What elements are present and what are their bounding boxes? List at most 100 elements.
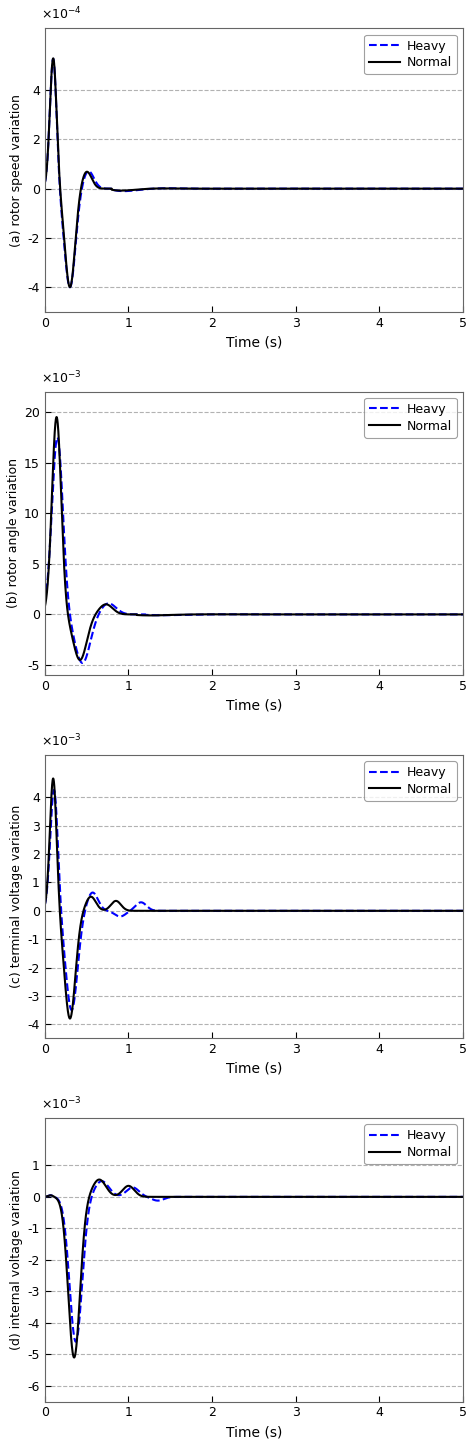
Heavy	[354, 1189, 360, 1206]
Text: $\times\mathregular{10^{-4}}$: $\times\mathregular{10^{-4}}$	[41, 6, 82, 23]
Normal	[293, 1189, 299, 1206]
Heavy	[460, 1189, 466, 1206]
Heavy	[202, 902, 208, 920]
Heavy	[202, 179, 208, 197]
Heavy	[118, 1186, 124, 1203]
Heavy	[314, 606, 320, 623]
Line: Normal: Normal	[45, 416, 463, 659]
Heavy	[42, 174, 48, 191]
Heavy	[460, 902, 466, 920]
Normal	[386, 1189, 392, 1206]
Normal	[71, 1349, 77, 1366]
Normal	[54, 408, 59, 425]
Y-axis label: (a) rotor speed variation: (a) rotor speed variation	[10, 94, 23, 247]
Heavy	[314, 902, 320, 920]
Heavy	[460, 606, 466, 623]
Heavy	[314, 179, 320, 197]
Line: Normal: Normal	[45, 778, 463, 1018]
Heavy	[386, 902, 392, 920]
Normal	[314, 606, 320, 623]
Normal	[77, 651, 83, 668]
Heavy	[386, 179, 392, 197]
Line: Heavy: Heavy	[45, 1181, 463, 1342]
Heavy	[69, 1002, 74, 1019]
Y-axis label: (d) internal voltage variation: (d) internal voltage variation	[10, 1170, 23, 1351]
Normal	[293, 179, 299, 197]
Heavy	[354, 902, 360, 920]
Text: $\times\mathregular{10^{-3}}$: $\times\mathregular{10^{-3}}$	[41, 369, 82, 386]
Line: Heavy: Heavy	[45, 790, 463, 1011]
Normal	[460, 606, 466, 623]
Heavy	[354, 179, 360, 197]
Heavy	[73, 1333, 79, 1351]
Line: Normal: Normal	[45, 58, 463, 288]
Heavy	[42, 1189, 48, 1206]
Heavy	[293, 1189, 299, 1206]
X-axis label: Time (s): Time (s)	[226, 1061, 282, 1076]
Normal	[118, 604, 124, 622]
Heavy	[460, 179, 466, 197]
Heavy	[99, 1173, 105, 1190]
X-axis label: Time (s): Time (s)	[226, 698, 282, 713]
Heavy	[67, 279, 73, 296]
Legend: Heavy, Normal: Heavy, Normal	[364, 35, 457, 74]
Heavy	[293, 179, 299, 197]
Heavy	[42, 897, 48, 914]
Heavy	[118, 603, 124, 620]
Legend: Heavy, Normal: Heavy, Normal	[364, 398, 457, 438]
Heavy	[202, 606, 208, 623]
Normal	[314, 902, 320, 920]
X-axis label: Time (s): Time (s)	[226, 1426, 282, 1439]
Legend: Heavy, Normal: Heavy, Normal	[364, 761, 457, 801]
Heavy	[293, 606, 299, 623]
Heavy	[118, 908, 124, 925]
Heavy	[202, 1189, 208, 1206]
Normal	[202, 1189, 208, 1206]
Normal	[314, 179, 320, 197]
Normal	[50, 769, 56, 787]
Normal	[202, 179, 208, 197]
Y-axis label: (b) rotor angle variation: (b) rotor angle variation	[7, 458, 20, 609]
X-axis label: Time (s): Time (s)	[226, 335, 282, 350]
Heavy	[55, 428, 60, 445]
Normal	[460, 179, 466, 197]
Text: $\times\mathregular{10^{-3}}$: $\times\mathregular{10^{-3}}$	[41, 733, 82, 749]
Normal	[460, 1189, 466, 1206]
Normal	[42, 174, 48, 191]
Line: Heavy: Heavy	[45, 437, 463, 662]
Heavy	[80, 654, 85, 671]
Normal	[67, 279, 73, 296]
Normal	[202, 606, 208, 623]
Heavy	[51, 781, 57, 798]
Normal	[460, 902, 466, 920]
Line: Heavy: Heavy	[45, 59, 463, 288]
Normal	[67, 1009, 73, 1027]
Text: $\times\mathregular{10^{-3}}$: $\times\mathregular{10^{-3}}$	[41, 1096, 82, 1112]
Heavy	[293, 902, 299, 920]
Normal	[42, 897, 48, 914]
Normal	[293, 606, 299, 623]
Heavy	[386, 606, 392, 623]
Normal	[118, 1183, 124, 1200]
Normal	[118, 897, 124, 914]
Line: Normal: Normal	[45, 1180, 463, 1358]
Normal	[354, 606, 360, 623]
Normal	[386, 606, 392, 623]
Normal	[293, 902, 299, 920]
Heavy	[314, 1189, 320, 1206]
Heavy	[42, 593, 48, 610]
Normal	[386, 902, 392, 920]
Normal	[386, 179, 392, 197]
Heavy	[118, 182, 124, 200]
Normal	[354, 902, 360, 920]
Normal	[42, 1189, 48, 1206]
Heavy	[386, 1189, 392, 1206]
Heavy	[50, 51, 56, 68]
Normal	[50, 49, 56, 67]
Normal	[42, 599, 48, 616]
Normal	[354, 179, 360, 197]
Normal	[314, 1189, 320, 1206]
Heavy	[354, 606, 360, 623]
Normal	[202, 902, 208, 920]
Normal	[96, 1171, 102, 1189]
